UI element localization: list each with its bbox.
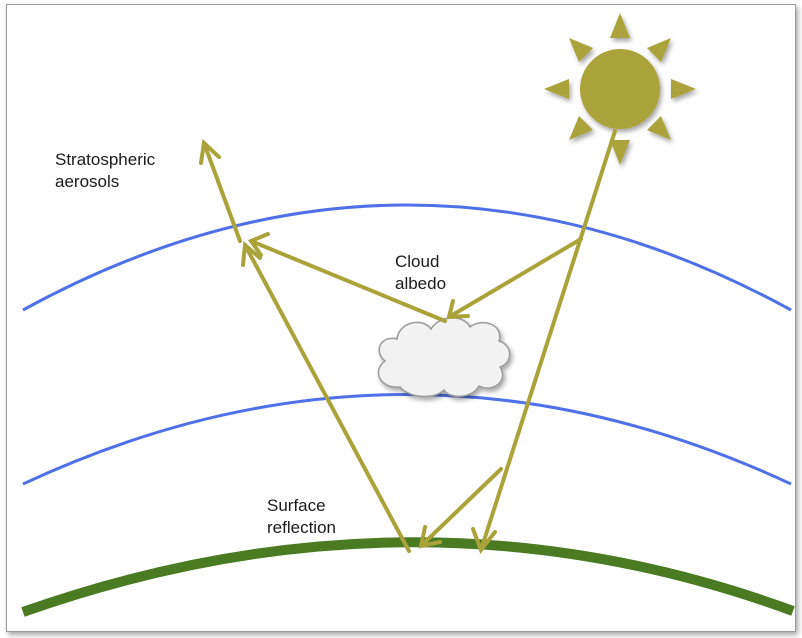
cloud-albedo-line2: albedo: [395, 274, 447, 293]
sunlight-ray-arrowhead: [471, 527, 497, 555]
upper-atmosphere-line: [22, 203, 792, 312]
cloud-incident-arrow: [447, 237, 583, 319]
diagram-canvas: [21, 13, 795, 617]
stratospheric-aerosols-label: Stratospheric aerosols: [55, 149, 155, 193]
cloud-albedo-line1: Cloud: [395, 252, 440, 271]
cloud-albedo-arrowhead: [247, 232, 270, 257]
cloud-albedo-arrow: [249, 239, 447, 323]
surface-reflection-line2: reflection: [267, 518, 336, 537]
stratospheric-aerosols-line1: Stratospheric: [55, 150, 156, 169]
cloud-icon: [377, 317, 511, 398]
ground-surface: [21, 537, 795, 617]
stratospheric-aerosol-arrowhead: [199, 138, 221, 165]
surface-reflection-arrowhead: [241, 240, 262, 267]
stratospheric-aerosols-line2: aerosols: [55, 172, 120, 191]
lower-atmosphere-line: [22, 393, 792, 486]
cloud-albedo-label: Cloud albedo: [395, 251, 446, 295]
sun-icon: [544, 13, 696, 165]
stratospheric-aerosol-arrow: [202, 141, 242, 243]
surface-reflection-line1: Surface: [267, 496, 326, 515]
cloud-incident-arrowhead: [446, 299, 470, 320]
diagram-frame: Stratospheric aerosols Cloud albedo Surf…: [6, 4, 796, 632]
surface-reflection-label: Surface reflection: [267, 495, 336, 539]
surface-reflection-arrow: [243, 243, 411, 553]
diffuse-ray-arrow: [419, 467, 503, 548]
diffuse-ray-arrowhead: [418, 525, 442, 549]
sunlight-ray-arrow: [479, 129, 617, 552]
